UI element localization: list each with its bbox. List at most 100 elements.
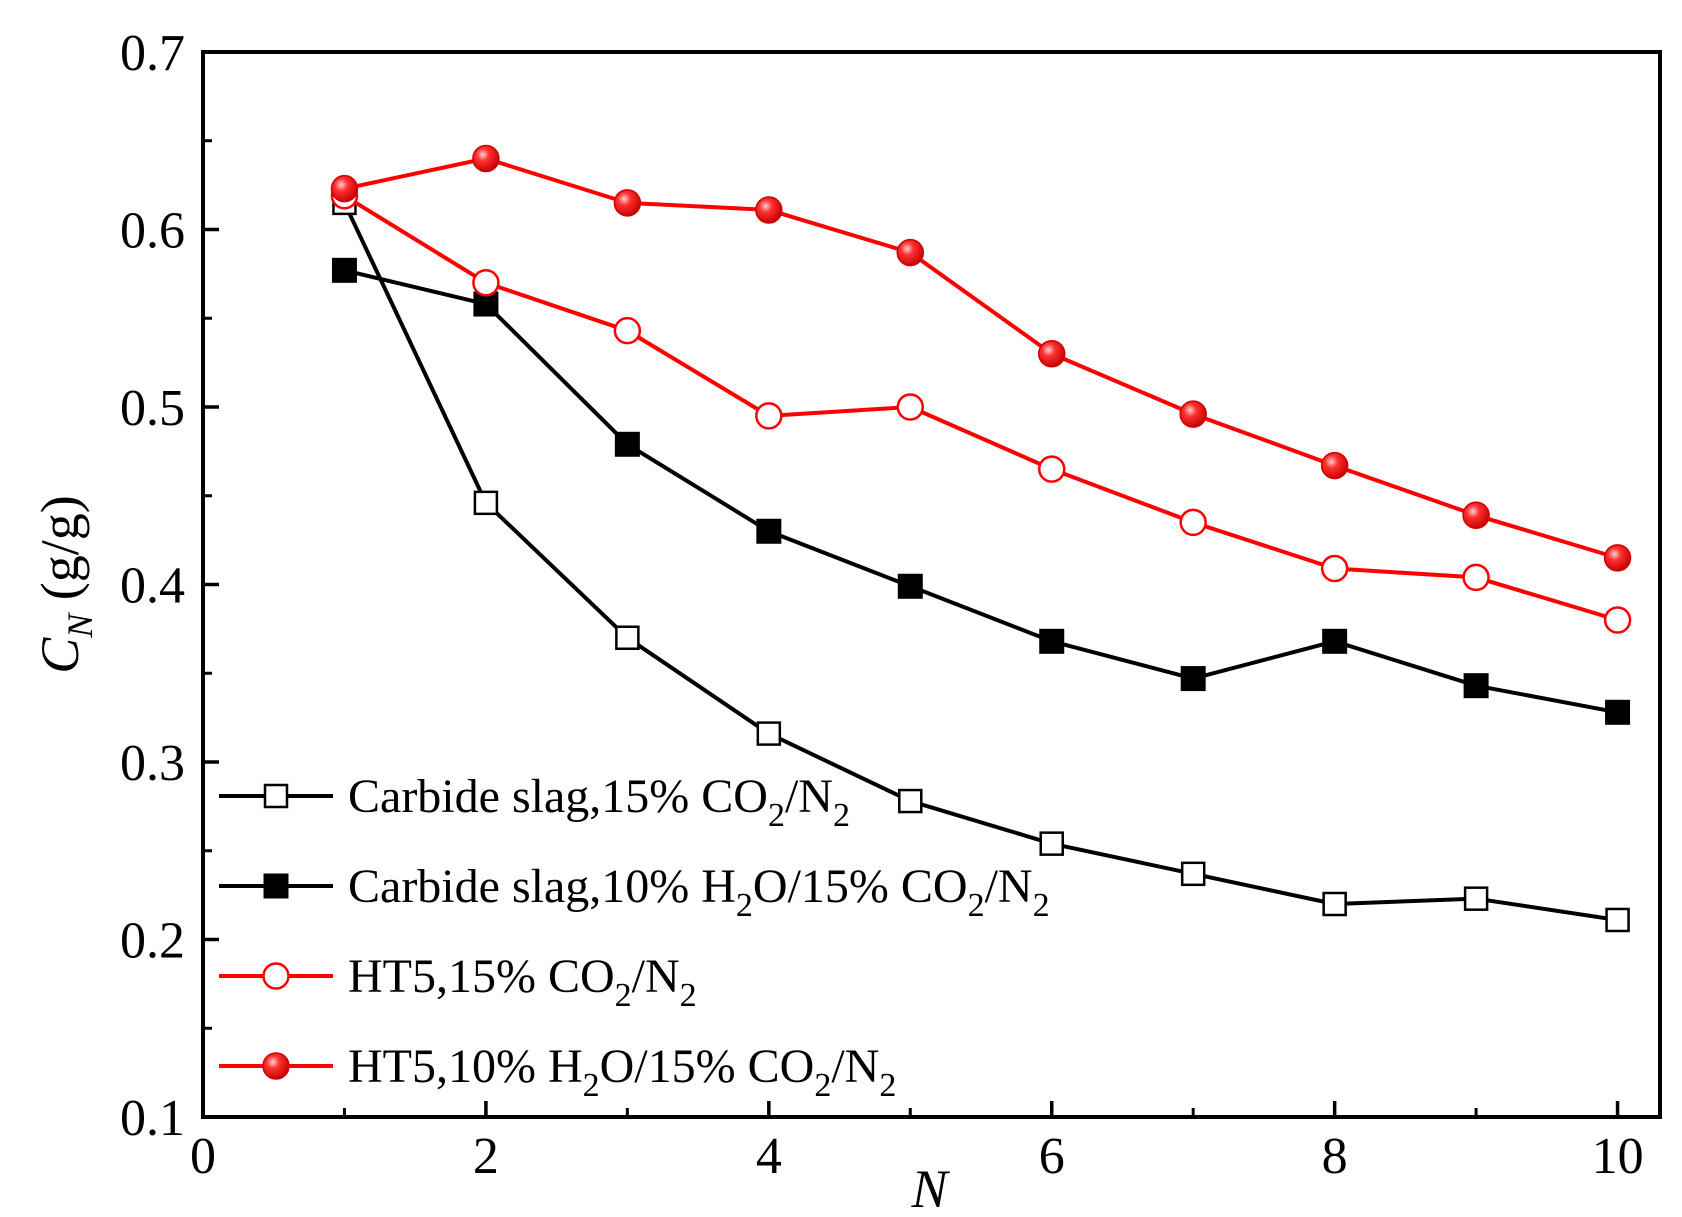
data-point <box>1039 628 1065 654</box>
series-3 <box>330 182 1632 634</box>
data-point <box>898 788 923 814</box>
legend-marker <box>263 783 289 809</box>
legend-text-part: /N <box>831 1040 879 1093</box>
data-point <box>331 257 357 283</box>
legend-subscript: 2 <box>1033 887 1050 924</box>
legend-item-1: Carbide slag,15% CO2/N2 <box>219 770 850 834</box>
y-tick-label: 0.4 <box>120 558 185 615</box>
y-axis-title-unit: (g/g) <box>30 495 90 613</box>
legend-marker <box>262 1052 290 1080</box>
data-point <box>1463 886 1489 911</box>
legend-item-4: HT5,10% H2O/15% CO2/N2 <box>219 1040 896 1104</box>
legend-text-part: /N <box>785 770 833 823</box>
data-point <box>1603 544 1632 572</box>
data-point <box>613 189 642 217</box>
data-point <box>896 393 925 421</box>
x-tick-label: 10 <box>1592 1128 1644 1185</box>
legend-text-part: /N <box>632 950 680 1003</box>
legend-text-part: Carbide slag,15% CO <box>348 770 768 823</box>
legend-subscript: 2 <box>833 797 850 834</box>
legend-subscript: 2 <box>680 977 697 1014</box>
legend-text-part: O/15% CO <box>600 1040 815 1093</box>
data-point <box>1037 340 1066 368</box>
data-point <box>1605 907 1630 933</box>
data-point <box>756 518 782 544</box>
data-point <box>1462 501 1490 530</box>
data-point <box>473 490 499 516</box>
legend-subscript: 2 <box>583 1067 600 1104</box>
legend-label: Carbide slag,15% CO2/N2 <box>348 770 850 834</box>
data-point <box>1462 563 1490 592</box>
x-tick-label: 2 <box>473 1128 499 1185</box>
y-tick-label: 0.5 <box>120 380 185 437</box>
series-4 <box>330 144 1632 572</box>
y-axis-title-main: C <box>30 637 90 674</box>
data-point <box>755 402 783 430</box>
data-point <box>613 316 642 345</box>
data-point <box>1179 508 1207 537</box>
legend-item-3: HT5,15% CO2/N2 <box>219 950 697 1014</box>
series-line <box>343 194 1619 622</box>
data-point <box>1322 891 1347 917</box>
legend-subscript: 2 <box>968 887 985 924</box>
y-tick-label: 0.6 <box>120 203 185 260</box>
y-tick-label: 0.7 <box>120 25 185 82</box>
series-2 <box>331 257 1631 725</box>
legend-text-part: Carbide slag,10% H <box>348 860 736 913</box>
legend-label: HT5,15% CO2/N2 <box>348 950 697 1014</box>
y-tick-label: 0.3 <box>120 735 185 792</box>
data-point <box>897 573 923 599</box>
legend-text-part: /N <box>985 860 1033 913</box>
series-line <box>344 156 1619 560</box>
data-point <box>1179 400 1207 428</box>
data-point <box>1180 666 1206 692</box>
legend-subscript: 2 <box>879 1067 896 1104</box>
data-point <box>1463 673 1489 699</box>
series-line <box>342 202 1618 922</box>
data-point <box>1605 699 1631 725</box>
data-point <box>472 144 500 173</box>
data-point <box>1320 554 1349 583</box>
legend-text-part: HT5,10% H <box>348 1040 583 1093</box>
legend-text-part: HT5,15% CO <box>348 950 615 1003</box>
data-point <box>896 238 925 267</box>
data-point <box>330 174 359 203</box>
legend-label: HT5,10% H2O/15% CO2/N2 <box>348 1040 896 1104</box>
series-layer <box>330 144 1632 933</box>
legend-subscript: 2 <box>736 887 753 924</box>
legend-subscript: 2 <box>814 1067 831 1104</box>
legend-marker <box>263 873 289 899</box>
data-point <box>614 431 640 457</box>
y-axis-title-subscript: N <box>60 612 100 639</box>
data-point <box>755 196 783 224</box>
series-1 <box>332 190 1630 933</box>
x-tick-label: 0 <box>190 1128 216 1185</box>
legend-subscript: 2 <box>615 977 632 1014</box>
legend-text-part: O/15% CO <box>753 860 968 913</box>
y-tick-label: 0.2 <box>120 913 185 970</box>
data-point <box>1039 831 1064 856</box>
data-point <box>1180 861 1206 887</box>
data-point <box>1322 628 1348 654</box>
x-tick-label: 8 <box>1322 1128 1348 1185</box>
y-tick-label: 0.1 <box>120 1090 185 1147</box>
legend-marker <box>262 962 290 990</box>
data-point <box>615 625 640 650</box>
legend-label: Carbide slag,10% H2O/15% CO2/N2 <box>348 860 1050 924</box>
data-point <box>1320 451 1349 480</box>
series-line <box>343 268 1618 715</box>
x-tick-label: 4 <box>756 1128 782 1185</box>
data-point <box>1603 606 1632 634</box>
legend-subscript: 2 <box>768 797 785 834</box>
data-point <box>756 721 782 746</box>
legend-item-2: Carbide slag,10% H2O/15% CO2/N2 <box>219 860 1050 924</box>
x-tick-label: 6 <box>1039 1128 1065 1185</box>
x-axis-title: N <box>910 1159 950 1217</box>
y-axis-title: CN (g/g) <box>30 495 100 674</box>
data-point <box>472 269 500 297</box>
data-point <box>1037 455 1066 483</box>
